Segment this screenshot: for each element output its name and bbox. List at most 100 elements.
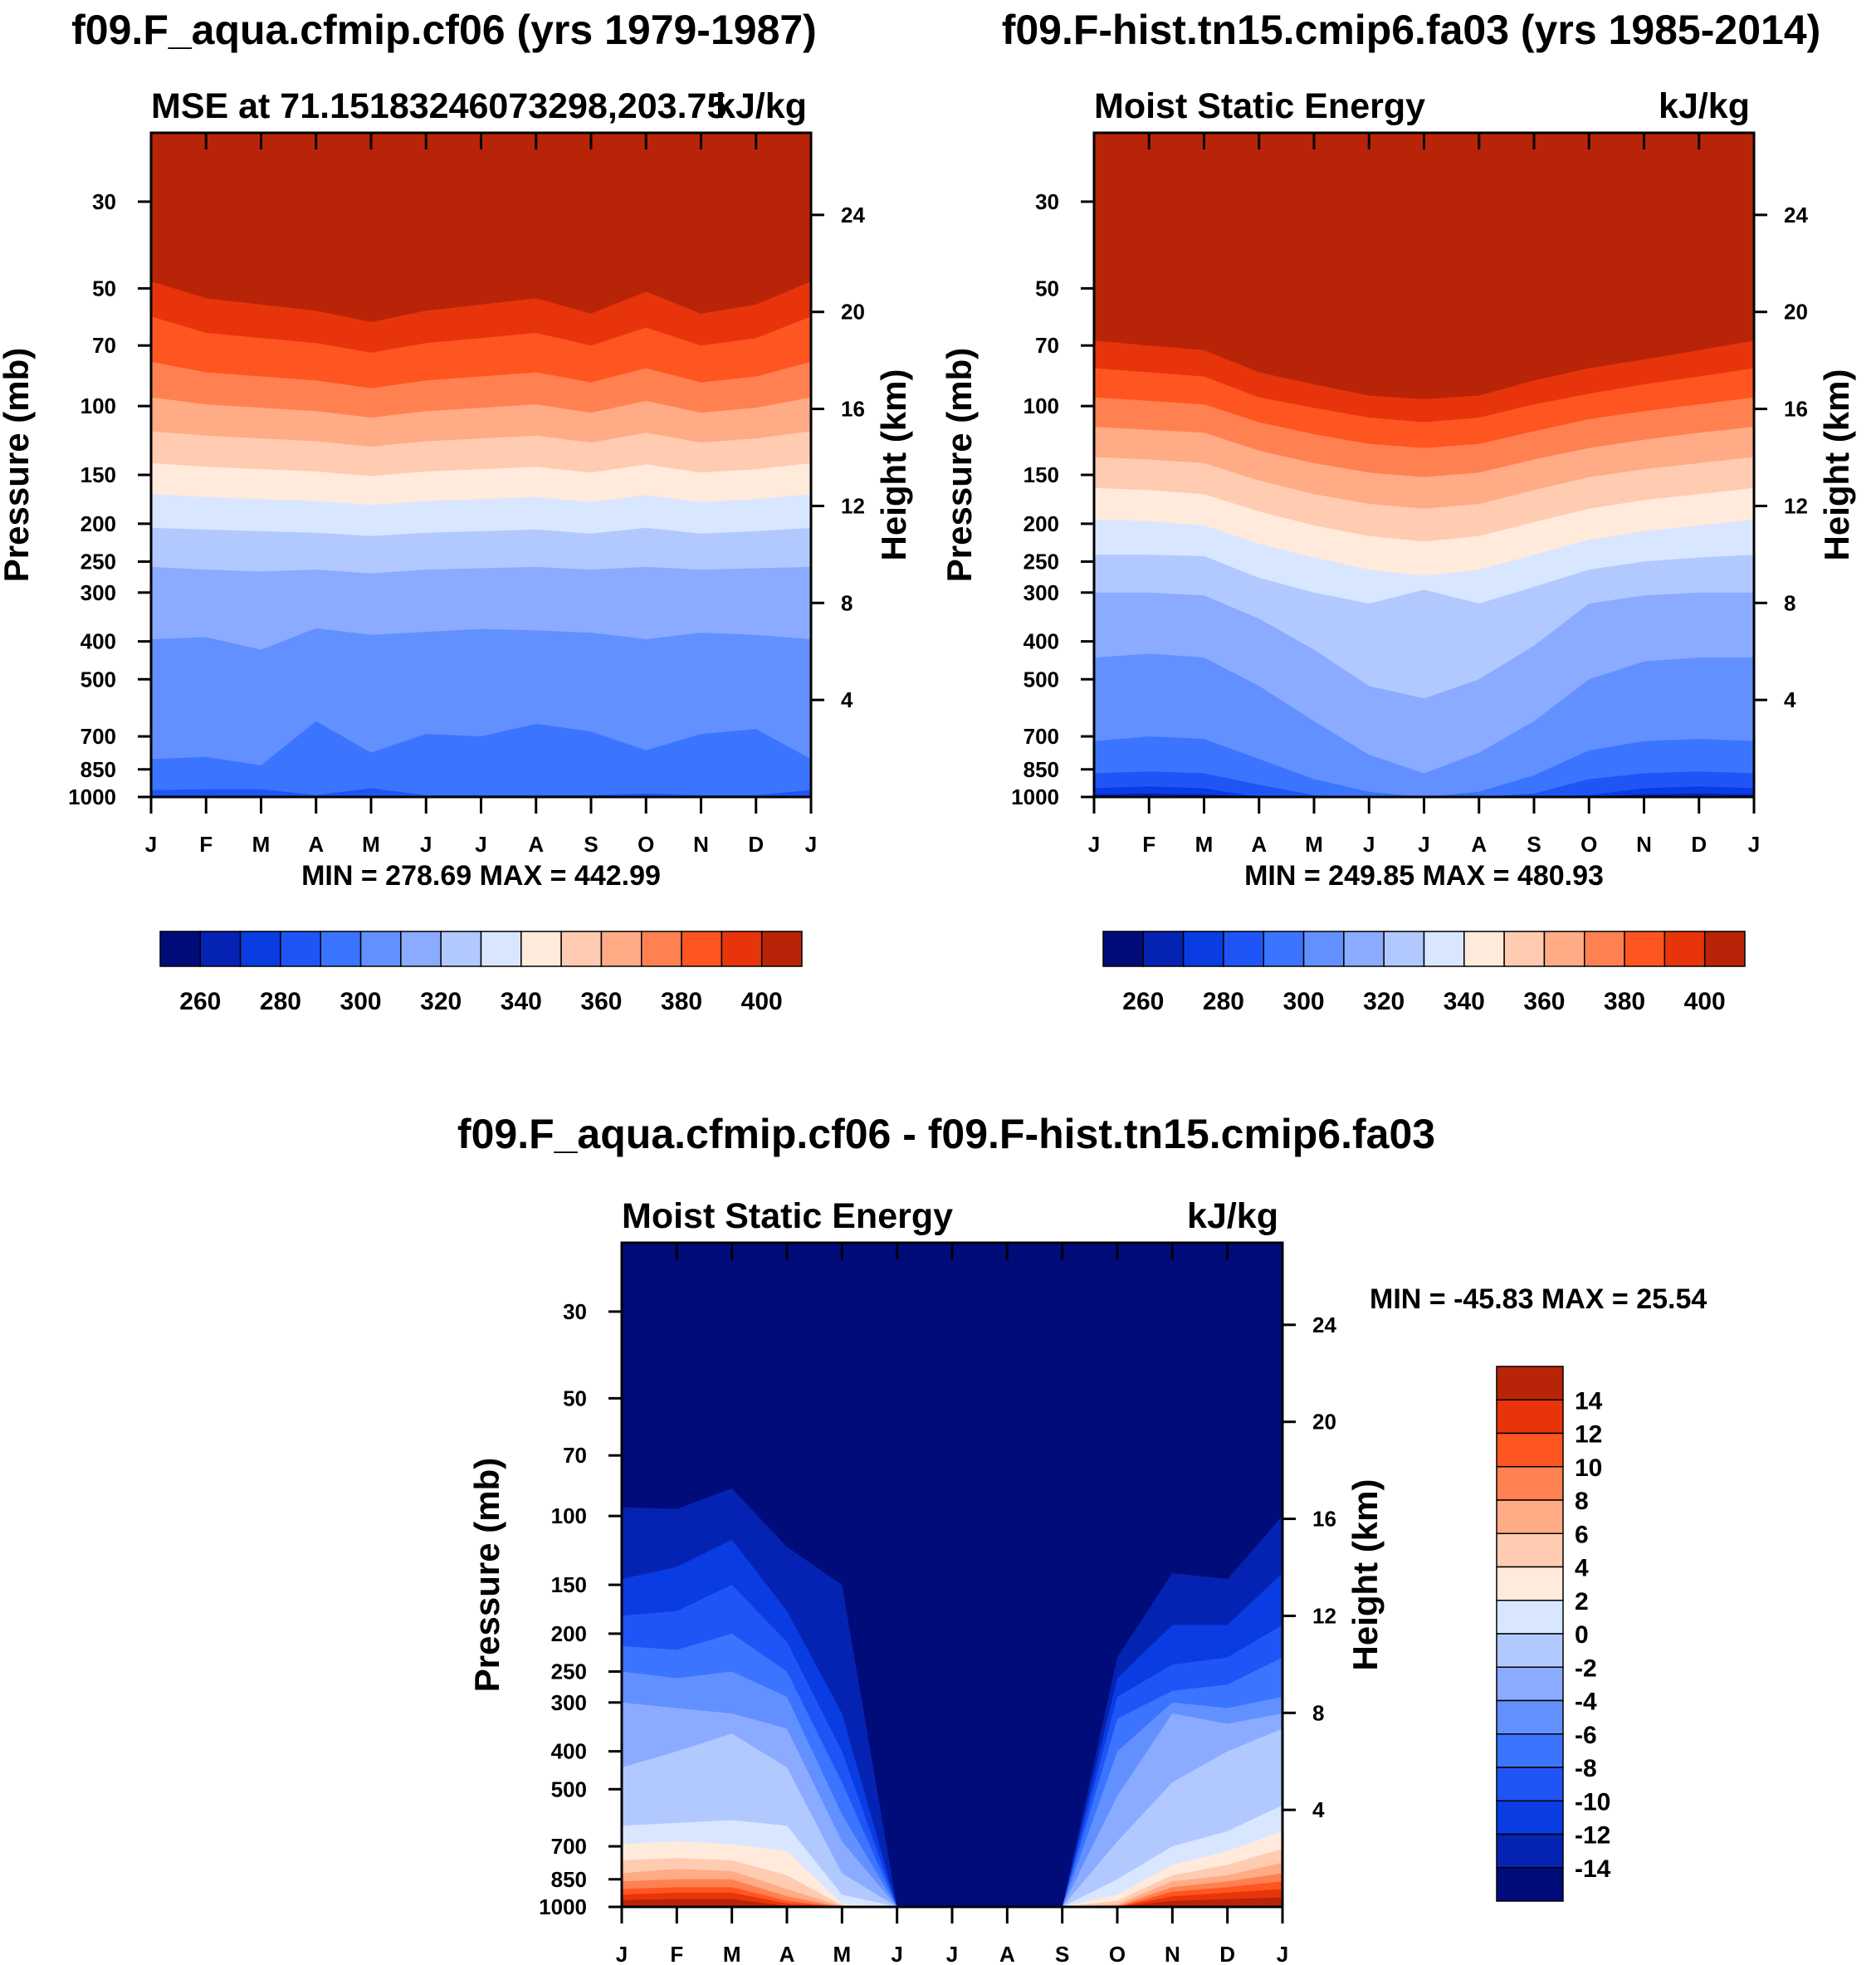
y-tick-label: 250 bbox=[81, 550, 116, 574]
colorbar-label: 360 bbox=[1523, 988, 1565, 1015]
colorbar: 260 280 300 320 340 360 380 400 bbox=[159, 931, 803, 1015]
colorbar-box bbox=[280, 931, 321, 967]
y-tick-label: 1000 bbox=[539, 1894, 587, 1919]
x-tick-label: N bbox=[1636, 832, 1652, 857]
colorbar-label: -2 bbox=[1575, 1655, 1597, 1682]
colorbar-box bbox=[1142, 931, 1185, 967]
colorbar-label: 360 bbox=[580, 988, 622, 1015]
x-tick-label: A bbox=[528, 832, 544, 857]
colorbar-box bbox=[1496, 1499, 1564, 1534]
x-tick-label: M bbox=[1195, 832, 1214, 857]
colorbar-box bbox=[681, 931, 723, 967]
y-tick-label: 100 bbox=[551, 1503, 587, 1528]
x-tick-label: J bbox=[1088, 832, 1100, 857]
y-tick-label: 30 bbox=[563, 1299, 587, 1324]
colorbar-label: 300 bbox=[1283, 988, 1325, 1015]
colorbar-box bbox=[1102, 931, 1145, 967]
contour-band-left-8 bbox=[622, 1879, 1282, 1907]
colorbar-label: 2 bbox=[1575, 1588, 1589, 1616]
colorbar: 260 280 300 320 340 360 380 400 bbox=[1102, 931, 1746, 1015]
y-tick-label: 50 bbox=[563, 1386, 587, 1410]
colorbar-label: 12 bbox=[1575, 1421, 1602, 1449]
y-tick-label: 700 bbox=[1023, 724, 1059, 749]
colorbar-box bbox=[560, 931, 603, 967]
height-tick-label: 24 bbox=[1312, 1312, 1336, 1337]
left-subtitle: Moist Static Energy bbox=[1094, 86, 1425, 126]
y-tick-label: 1000 bbox=[68, 785, 116, 809]
colorbar-box bbox=[480, 931, 522, 967]
y-tick-label: 200 bbox=[81, 511, 116, 536]
colorbar-box bbox=[641, 931, 682, 967]
height-tick-label: 8 bbox=[1312, 1700, 1324, 1725]
colorbar-box bbox=[1496, 1532, 1564, 1568]
x-tick-label: S bbox=[584, 832, 598, 857]
colorbar-box bbox=[359, 931, 402, 967]
y-tick-label: 700 bbox=[551, 1834, 587, 1859]
y-tick-label: 400 bbox=[551, 1739, 587, 1764]
y-tick-label: 150 bbox=[81, 462, 116, 487]
panel-control-case: f09.F_aqua.cfmip.cf06 (yrs 1979-1987) MSE… bbox=[0, 7, 913, 1015]
left-subtitle: MSE at 71.15183246073298,203.75 bbox=[151, 86, 726, 126]
y-tick-label: 400 bbox=[81, 629, 116, 654]
x-tick-label: A bbox=[1471, 832, 1487, 857]
colorbar-box bbox=[1584, 931, 1625, 967]
x-tick-label: J bbox=[145, 832, 157, 857]
contour-band-right--2 bbox=[622, 1728, 1282, 1907]
x-tick-label: J bbox=[475, 832, 486, 857]
colorbar-box bbox=[1496, 1399, 1564, 1435]
height-tick-label: 4 bbox=[1784, 687, 1796, 712]
colorbar-label: 0 bbox=[1575, 1621, 1589, 1649]
x-tick-label: F bbox=[670, 1942, 683, 1965]
height-axis-label: Height (km) bbox=[874, 369, 913, 561]
x-tick-label: N bbox=[693, 832, 709, 857]
x-tick-label: O bbox=[1580, 832, 1597, 857]
colorbar-box bbox=[1496, 1767, 1564, 1801]
y-tick-label: 850 bbox=[1023, 757, 1059, 782]
y-tick-label: 50 bbox=[1035, 276, 1059, 301]
y-tick-label: 200 bbox=[551, 1621, 587, 1646]
colorbar-box bbox=[1703, 931, 1746, 967]
x-tick-label: S bbox=[1527, 832, 1541, 857]
x-tick-label: O bbox=[638, 832, 654, 857]
colorbar-box bbox=[1543, 931, 1585, 967]
colorbar-box bbox=[1496, 1566, 1564, 1601]
height-tick-label: 24 bbox=[841, 203, 865, 227]
x-tick-label: J bbox=[420, 832, 432, 857]
contour-band-290 bbox=[151, 721, 811, 797]
height-axis-label: Height (km) bbox=[1817, 369, 1856, 561]
panel-title: f09.F_aqua.cfmip.cf06 - f09.F-hist.tn15.… bbox=[457, 1111, 1435, 1157]
colorbar-box bbox=[1496, 1633, 1564, 1668]
height-tick-label: 16 bbox=[841, 397, 865, 422]
x-tick-label: N bbox=[1165, 1942, 1180, 1965]
y-axis-label: Pressure (mb) bbox=[467, 1458, 506, 1692]
colorbar-box bbox=[1496, 1833, 1564, 1869]
x-tick-label: M bbox=[362, 832, 380, 857]
colorbar-box bbox=[1496, 1699, 1564, 1735]
colorbar-box bbox=[1663, 931, 1706, 967]
colorbar-box bbox=[1463, 931, 1505, 967]
colorbar-box bbox=[1503, 931, 1546, 967]
contour-band-280 bbox=[1094, 771, 1754, 797]
units-subtitle: kJ/kg bbox=[1659, 86, 1750, 126]
height-tick-label: 24 bbox=[1784, 203, 1808, 227]
y-tick-label: 1000 bbox=[1011, 785, 1059, 809]
colorbar-label: -8 bbox=[1575, 1755, 1597, 1782]
y-axis-label: Pressure (mb) bbox=[940, 348, 979, 582]
colorbar-box bbox=[1496, 1600, 1564, 1635]
colorbar-box bbox=[199, 931, 242, 967]
panel-title: f09.F-hist.tn15.cmip6.fa03 (yrs 1985-201… bbox=[1002, 7, 1821, 53]
height-axis-label: Height (km) bbox=[1346, 1479, 1385, 1671]
y-tick-label: 500 bbox=[1023, 667, 1059, 692]
contour-band-280 bbox=[151, 788, 811, 797]
colorbar-box bbox=[600, 931, 642, 967]
colorbar-label: 10 bbox=[1575, 1454, 1602, 1482]
colorbar-label: -4 bbox=[1575, 1689, 1597, 1716]
colorbar-box bbox=[1223, 931, 1264, 967]
colorbar-box bbox=[1343, 931, 1385, 967]
y-tick-label: 850 bbox=[81, 757, 116, 782]
x-tick-label: J bbox=[1277, 1942, 1288, 1965]
min-max-stats: MIN = -45.83 MAX = 25.54 bbox=[1370, 1283, 1707, 1315]
y-tick-label: 50 bbox=[92, 276, 116, 301]
colorbar-box bbox=[1496, 1466, 1564, 1501]
